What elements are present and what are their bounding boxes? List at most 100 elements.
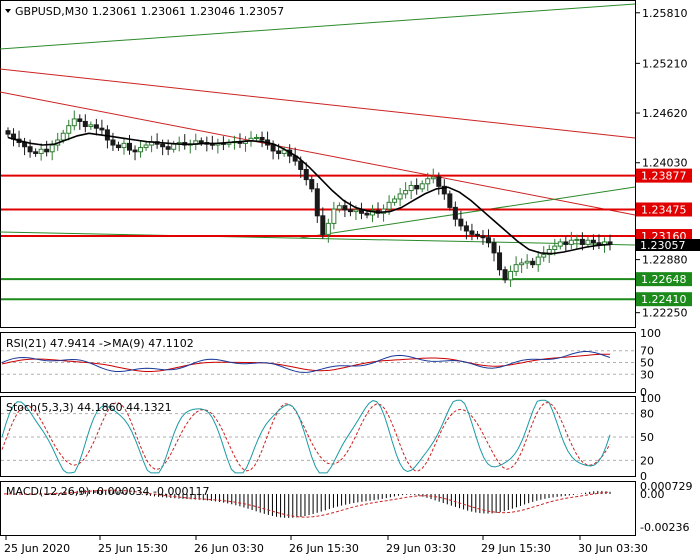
candle [309, 176, 315, 193]
time-tick-label: 29 Jun 15:30 [481, 542, 551, 555]
stoch-tick-label: 50 [640, 431, 654, 444]
time-tick-label: 29 Jun 03:30 [386, 542, 456, 555]
macd-title: MACD(12,26,9) -0.000034 -0.000117 [6, 485, 209, 498]
candle-body [436, 176, 442, 187]
candle [535, 251, 541, 272]
candle-body [320, 215, 326, 235]
candle [436, 172, 442, 195]
candle [574, 234, 580, 249]
candle-body [143, 144, 149, 149]
candle [585, 236, 591, 248]
candle-body [254, 136, 260, 139]
candle-body [502, 269, 508, 281]
upper-channel-line [0, 3, 636, 50]
main-panel [0, 0, 636, 328]
candle-body [160, 143, 166, 148]
candle-body [259, 136, 265, 141]
level-tag-1.23877 [636, 168, 692, 183]
candle-body [463, 225, 469, 232]
candle-body [364, 212, 370, 216]
chart-menu-arrow-icon[interactable] [5, 9, 11, 13]
candle [33, 148, 39, 157]
candle-body [519, 262, 525, 266]
candle [557, 238, 563, 250]
candle [497, 245, 503, 276]
candle-body [303, 168, 309, 181]
candle [320, 207, 326, 239]
candle [524, 254, 530, 269]
candle-body [60, 132, 66, 141]
candle-body [276, 150, 282, 154]
candle [259, 131, 265, 148]
candle-body [557, 241, 563, 247]
base-trend-line [0, 231, 636, 246]
candle [392, 195, 398, 206]
candle [71, 110, 77, 131]
candle-body [370, 210, 376, 216]
candle-body [530, 260, 536, 266]
candle-body [590, 239, 596, 244]
candle [397, 188, 403, 207]
candle-body [568, 239, 574, 245]
candle [463, 221, 469, 240]
candle-body [414, 184, 420, 190]
level-tag-1.22410 [636, 292, 692, 307]
candle [132, 145, 138, 161]
candle [165, 139, 171, 156]
candle [480, 230, 486, 245]
stoch-tick-label: 0 [640, 470, 647, 483]
candle [530, 257, 536, 269]
candle [138, 140, 144, 158]
candle-body [325, 222, 331, 235]
macd-tick-label: -0.00236 [640, 521, 689, 534]
level-tag-label: 1.22648 [641, 273, 687, 286]
candle-body [524, 260, 530, 264]
candle-body [22, 142, 28, 148]
candle-body [574, 238, 580, 241]
candle [127, 134, 133, 155]
current-price-tag: 1.23057 [636, 239, 700, 252]
candle-body [38, 148, 44, 154]
stoch-title: Stoch(5,3,3) 44.1860 44.1321 [6, 401, 172, 414]
candle [563, 236, 569, 252]
candle-body [397, 193, 403, 200]
price-tick-label: 1.22880 [642, 254, 688, 267]
price-tick-label: 1.25210 [642, 57, 688, 70]
candle-body [408, 184, 414, 192]
rsi-ma-line [1, 353, 611, 372]
candle [403, 182, 409, 199]
candle-body [441, 185, 447, 195]
candle [336, 202, 342, 213]
candle-body [480, 235, 486, 239]
candle [519, 258, 525, 274]
price-tick-label: 1.24620 [642, 107, 688, 120]
candle-body [171, 143, 177, 150]
candle-body [491, 242, 497, 254]
candle [502, 266, 508, 284]
level-tag-1.22648 [636, 272, 692, 287]
candle [110, 132, 116, 151]
candle-body [513, 264, 519, 272]
candle [44, 140, 50, 157]
candle [513, 256, 519, 277]
candle-body [33, 151, 39, 154]
candle [469, 223, 475, 241]
rsi-title: RSI(21) 47.9414 ->MA(9) 47.1102 [6, 337, 194, 350]
price-tick-label: 1.24030 [642, 157, 688, 170]
candle [314, 182, 320, 223]
candle [254, 134, 260, 142]
candle [88, 121, 94, 130]
candle-body [403, 190, 409, 195]
stoch-k-line [1, 399, 611, 474]
svg-text:1.23057: 1.23057 [640, 239, 686, 252]
candle [458, 210, 464, 231]
candle-body [121, 142, 127, 149]
candle [303, 162, 309, 186]
candle [447, 190, 453, 211]
level-tag-label: 1.22410 [641, 293, 687, 306]
candle-body [535, 256, 541, 266]
candle [82, 114, 88, 133]
candle-body [563, 241, 569, 245]
